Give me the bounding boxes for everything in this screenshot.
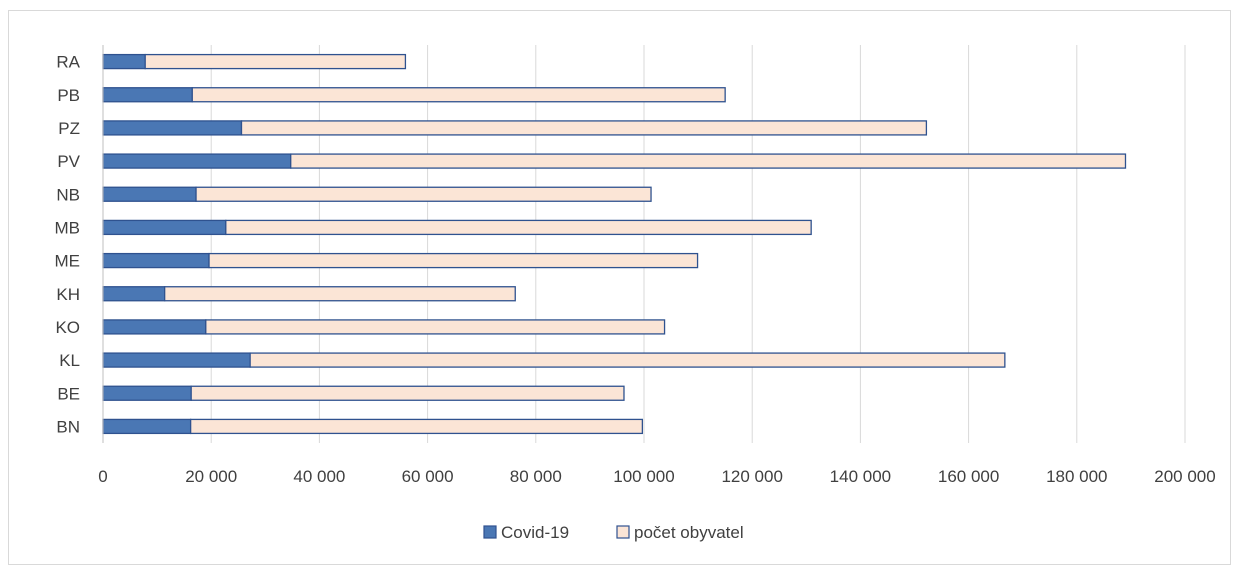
x-tick-label: 100 000 xyxy=(613,467,674,486)
legend-swatch-population xyxy=(616,525,630,539)
category-label: KO xyxy=(55,318,80,337)
bar-covid xyxy=(102,252,210,269)
category-label: PV xyxy=(57,152,80,171)
bar-covid xyxy=(102,219,227,236)
category-label: KH xyxy=(56,285,80,304)
category-label: KL xyxy=(59,351,80,370)
x-tick-label: 140 000 xyxy=(830,467,891,486)
bar-population xyxy=(190,385,625,401)
bar-covid xyxy=(102,53,146,70)
category-label: ME xyxy=(55,252,81,271)
bar-population xyxy=(164,286,516,302)
x-tick-label: 180 000 xyxy=(1046,467,1107,486)
bar-population xyxy=(208,252,699,269)
bar-population xyxy=(225,219,812,236)
legend-label-covid: Covid-19 xyxy=(501,523,569,542)
bar-population xyxy=(249,352,1006,368)
category-label: PB xyxy=(57,86,80,105)
bar-population xyxy=(290,153,1127,169)
bar-covid xyxy=(102,418,192,435)
x-tick-label: 120 000 xyxy=(721,467,782,486)
x-tick-label: 200 000 xyxy=(1154,467,1215,486)
bar-population xyxy=(191,87,726,103)
bar-population xyxy=(240,120,928,136)
bar-covid xyxy=(102,385,192,401)
bar-covid xyxy=(102,186,197,202)
x-tick-label: 80 000 xyxy=(510,467,562,486)
bar-population xyxy=(144,53,407,70)
category-label: RA xyxy=(56,53,80,72)
legend-label-population: počet obyvatel xyxy=(634,523,744,542)
bar-population xyxy=(189,418,644,435)
category-label: PZ xyxy=(58,119,80,138)
bar-covid xyxy=(102,319,207,335)
bar-population xyxy=(195,186,652,202)
bar-covid xyxy=(102,286,166,302)
legend-swatch-covid xyxy=(483,525,497,539)
category-label: NB xyxy=(56,185,80,204)
category-label: BE xyxy=(57,384,80,403)
x-tick-label: 0 xyxy=(98,467,107,486)
bar-covid xyxy=(102,352,251,368)
x-tick-label: 60 000 xyxy=(402,467,454,486)
category-label: MB xyxy=(55,218,81,237)
bar-covid xyxy=(102,87,193,103)
bar-covid xyxy=(102,153,292,169)
x-tick-label: 40 000 xyxy=(293,467,345,486)
x-tick-label: 160 000 xyxy=(938,467,999,486)
category-label: BN xyxy=(56,417,80,436)
bar-population xyxy=(205,319,666,335)
x-tick-label: 20 000 xyxy=(185,467,237,486)
bar-covid xyxy=(102,120,243,136)
